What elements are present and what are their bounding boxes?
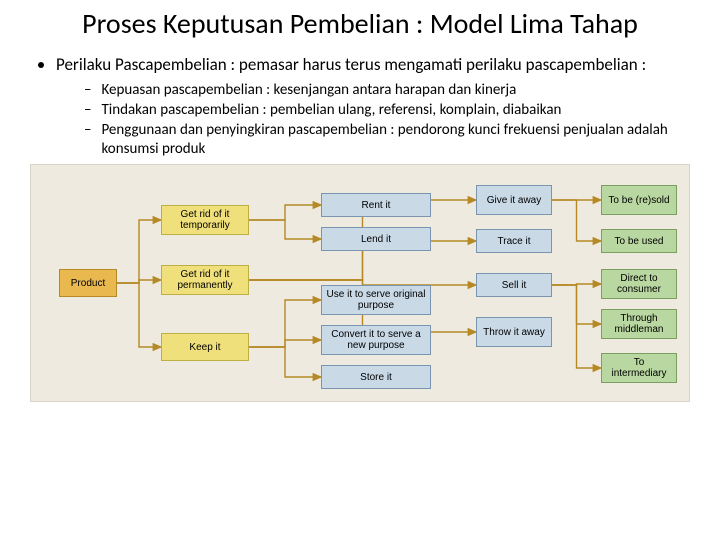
edge-temp-rent	[249, 205, 321, 220]
sub-bullet-text: Tindakan pascapembelian : pembelian ulan…	[101, 101, 561, 120]
flowchart-node-middle: Through middleman	[601, 309, 677, 339]
flowchart-node-rent: Rent it	[321, 193, 431, 217]
main-bullet-text: Perilaku Pascapembelian : pemasar harus …	[56, 54, 646, 75]
sub-bullet: – Penggunaan dan penyingkiran pascapembe…	[84, 121, 690, 159]
dash-icon: –	[84, 121, 91, 140]
edge-product-keep	[117, 283, 161, 347]
flowchart-node-direct: Direct to consumer	[601, 269, 677, 299]
edge-product-perm	[117, 280, 161, 283]
flowchart-node-trace: Trace it	[476, 229, 552, 253]
flowchart-node-used: To be used	[601, 229, 677, 253]
edge-temp-lend	[249, 220, 321, 239]
sub-bullet-text: Kepuasan pascapembelian : kesenjangan an…	[101, 81, 516, 100]
flowchart-node-keep: Keep it	[161, 333, 249, 361]
edge-sell-middle	[552, 285, 601, 324]
edge-sell-interm	[552, 285, 601, 368]
edge-give-used	[552, 200, 601, 241]
dash-icon: –	[84, 81, 91, 100]
flowchart-node-product: Product	[59, 269, 117, 297]
flowchart-node-perm: Get rid of it permanently	[161, 265, 249, 295]
flowchart-node-useorig: Use it to serve original purpose	[321, 285, 431, 315]
dash-icon: –	[84, 101, 91, 120]
flowchart-node-interm: To intermediary	[601, 353, 677, 383]
edge-product-temp	[117, 220, 161, 283]
flowchart-node-temp: Get rid of it temporarily	[161, 205, 249, 235]
flowchart-node-lend: Lend it	[321, 227, 431, 251]
flowchart-node-resold: To be (re)sold	[601, 185, 677, 215]
edge-keep-useorig	[249, 300, 321, 347]
edge-keep-store	[249, 347, 321, 377]
flowchart-node-sell: Sell it	[476, 273, 552, 297]
edge-sell-direct	[552, 284, 601, 285]
flowchart-node-throw: Throw it away	[476, 317, 552, 347]
sub-bullet-text: Penggunaan dan penyingkiran pascapembeli…	[101, 121, 690, 159]
page-title: Proses Keputusan Pembelian : Model Lima …	[30, 8, 690, 40]
bullet-icon	[38, 62, 44, 68]
main-bullet: Perilaku Pascapembelian : pemasar harus …	[38, 54, 690, 75]
flowchart-node-store: Store it	[321, 365, 431, 389]
flowchart-node-convert: Convert it to serve a new purpose	[321, 325, 431, 355]
flowchart: Product Get rid of it temporarily Get rid …	[30, 164, 690, 402]
flowchart-node-give: Give it away	[476, 185, 552, 215]
sub-bullet: – Tindakan pascapembelian : pembelian ul…	[84, 101, 690, 120]
sub-bullet: – Kepuasan pascapembelian : kesenjangan …	[84, 81, 690, 100]
edge-keep-convert	[249, 340, 321, 347]
